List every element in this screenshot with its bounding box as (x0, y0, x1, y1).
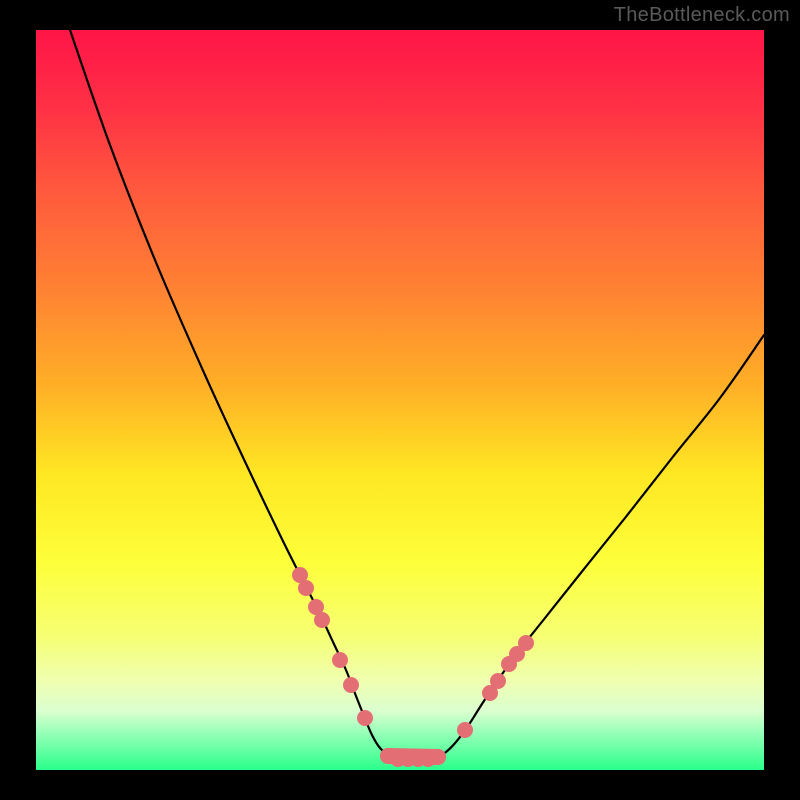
marker-left (298, 580, 314, 596)
marker-left (357, 710, 373, 726)
marker-left (343, 677, 359, 693)
bottleneck-chart (0, 0, 800, 800)
plot-background (36, 30, 764, 770)
watermark-text: TheBottleneck.com (614, 4, 790, 27)
marker-right (490, 673, 506, 689)
marker-right (518, 635, 534, 651)
marker-right (457, 722, 473, 738)
marker-left (314, 612, 330, 628)
marker-left (332, 652, 348, 668)
marker-bottom (430, 749, 446, 765)
